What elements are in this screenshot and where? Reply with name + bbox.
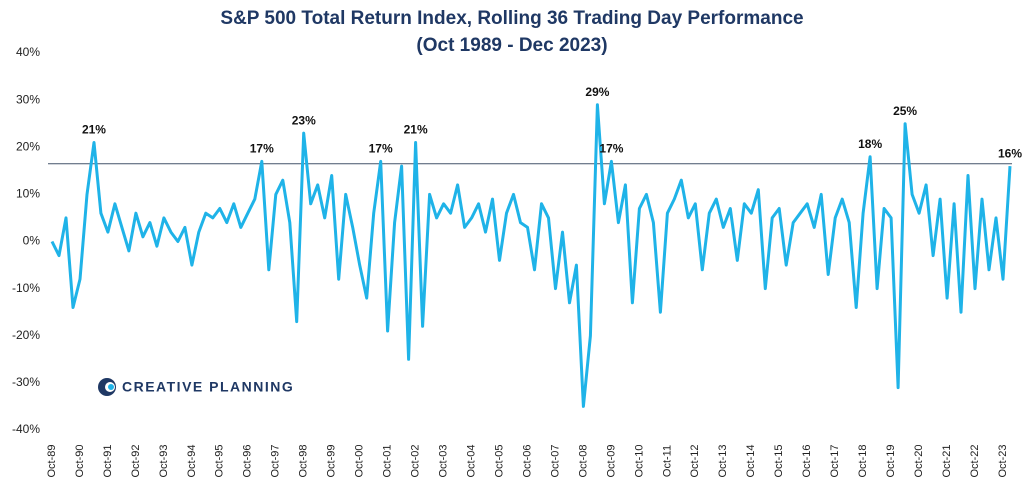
logo: CREATIVE PLANNING [98, 378, 294, 396]
x-tick-label: Oct-05 [493, 444, 505, 477]
value-label: 21% [82, 123, 106, 137]
x-tick-label: Oct-00 [354, 444, 366, 477]
y-tick-label: -30% [12, 375, 40, 389]
y-tick-label: 40% [16, 45, 40, 59]
x-tick-label: Oct-23 [997, 444, 1009, 477]
x-tick-label: Oct-96 [242, 444, 254, 477]
value-label: 17% [250, 142, 274, 156]
value-label: 17% [369, 142, 393, 156]
value-label: 25% [893, 104, 917, 118]
x-tick-label: Oct-17 [829, 444, 841, 477]
x-tick-label: Oct-10 [633, 444, 645, 477]
x-tick-label: Oct-02 [410, 444, 422, 477]
x-tick-label: Oct-06 [521, 444, 533, 477]
x-tick-label: Oct-98 [298, 444, 310, 477]
y-tick-label: -20% [12, 328, 40, 342]
y-tick-label: -10% [12, 281, 40, 295]
x-tick-label: Oct-11 [661, 445, 673, 477]
chart-title: S&P 500 Total Return Index, Rolling 36 T… [220, 8, 803, 29]
x-tick-label: Oct-12 [689, 444, 701, 477]
x-tick-label: Oct-93 [158, 444, 170, 477]
chart-subtitle: (Oct 1989 - Dec 2023) [416, 35, 607, 56]
value-label: 16% [998, 146, 1022, 160]
y-tick-label: 10% [16, 187, 40, 201]
x-tick-label: Oct-99 [326, 444, 338, 477]
y-tick-label: 0% [23, 234, 41, 248]
y-tick-label: -40% [12, 422, 40, 436]
x-tick-label: Oct-01 [382, 444, 394, 477]
x-tick-label: Oct-07 [549, 444, 561, 477]
x-tick-label: Oct-91 [102, 444, 114, 477]
x-tick-label: Oct-90 [74, 444, 86, 477]
y-tick-label: 30% [16, 92, 40, 106]
x-tick-label: Oct-92 [130, 444, 142, 477]
x-tick-label: Oct-21 [941, 444, 953, 477]
value-label: 17% [599, 142, 623, 156]
logo-icon-dot [108, 384, 114, 390]
x-tick-label: Oct-95 [214, 444, 226, 477]
watermark: CREATIVE PLANNING [122, 379, 294, 395]
x-tick-label: Oct-04 [465, 444, 477, 477]
x-tick-label: Oct-09 [605, 444, 617, 477]
x-tick-label: Oct-08 [577, 444, 589, 477]
line-series [50, 103, 1012, 408]
x-tick-label: Oct-89 [46, 444, 58, 477]
x-tick-label: Oct-16 [801, 444, 813, 477]
x-tick-label: Oct-13 [717, 444, 729, 477]
x-tick-label: Oct-94 [186, 444, 198, 477]
x-tick-label: Oct-15 [773, 444, 785, 477]
value-label: 23% [292, 113, 316, 127]
y-tick-label: 20% [16, 139, 40, 153]
value-label: 18% [858, 137, 882, 151]
value-label: 29% [585, 85, 609, 99]
value-label: 21% [404, 123, 428, 137]
x-tick-label: Oct-18 [857, 444, 869, 477]
x-tick-label: Oct-20 [913, 444, 925, 477]
x-tick-label: Oct-22 [969, 444, 981, 477]
x-tick-label: Oct-14 [745, 444, 757, 477]
x-tick-label: Oct-19 [885, 444, 897, 477]
x-tick-label: Oct-03 [437, 444, 449, 477]
x-tick-label: Oct-97 [270, 444, 282, 477]
